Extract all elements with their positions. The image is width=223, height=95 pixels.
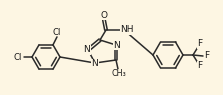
Text: N: N [84,46,90,55]
Text: N: N [92,59,98,68]
Text: F: F [197,61,202,70]
Text: NH: NH [120,25,134,34]
Text: CH₃: CH₃ [112,70,126,78]
Text: F: F [197,40,202,49]
Text: F: F [204,51,210,61]
Text: O: O [101,11,107,19]
Text: Cl: Cl [14,53,22,61]
Text: Cl: Cl [53,28,61,37]
Text: N: N [114,40,120,49]
